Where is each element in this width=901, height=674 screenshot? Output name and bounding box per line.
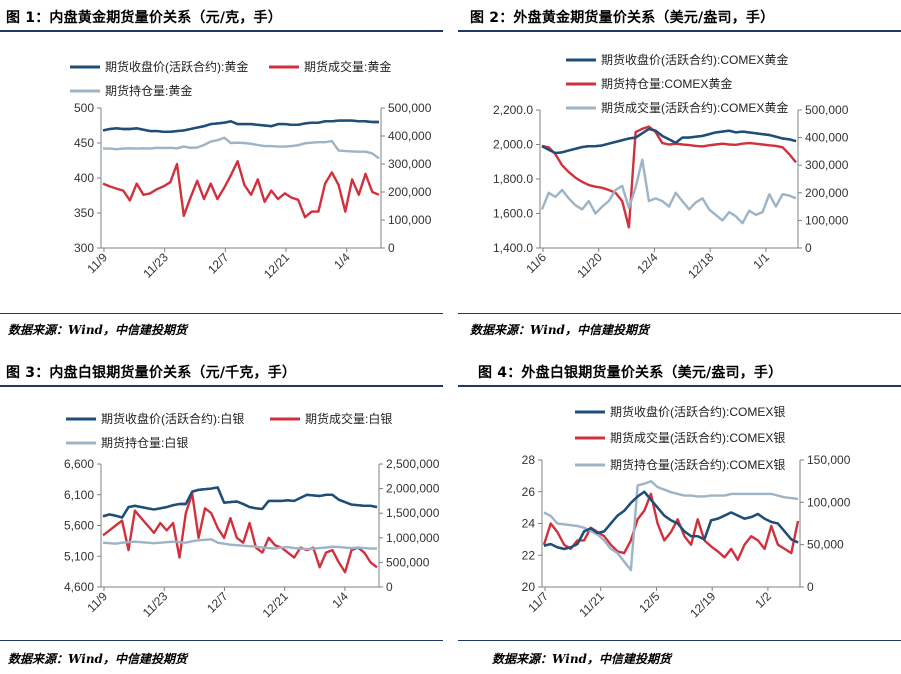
panel-4-source-rule xyxy=(458,640,901,641)
chart-1-x-tick-label: 12/21 xyxy=(261,250,292,281)
chart-2-series-2-line xyxy=(541,125,797,229)
chart-3-right-tick-label: 0 xyxy=(386,580,393,594)
chart-1-right-tick-label: 400,000 xyxy=(388,129,432,143)
chart-1-right-tick-label: 100,000 xyxy=(388,213,432,227)
panel-2-source-rule xyxy=(458,313,901,314)
chart-4-series-2-line xyxy=(542,492,800,562)
panel-4-title-rule xyxy=(458,385,901,387)
panel-1-source-rule xyxy=(0,313,443,314)
chart-2-right-tick-label: 100,000 xyxy=(805,213,849,227)
chart-1-left-tick-label: 500 xyxy=(74,101,94,115)
chart-2-x-tick-label: 11/20 xyxy=(574,250,605,281)
panel-2-title: 图 2：外盘黄金期货量价关系（美元/盎司，手） xyxy=(470,10,775,26)
chart-4-left-tick-label: 26 xyxy=(522,485,536,499)
chart-3-right-tick-label: 1,000,000 xyxy=(386,531,440,545)
chart-2-left-tick-label: 1,800.0 xyxy=(493,172,533,186)
chart-3-x-tick-label: 11/23 xyxy=(140,589,171,620)
chart-4-right-tick-label: 100,000 xyxy=(807,495,851,509)
chart-2-right-tick-label: 0 xyxy=(805,241,812,255)
chart-3-right-tick-label: 2,500,000 xyxy=(386,457,440,471)
chart-2-right-tick-label: 400,000 xyxy=(805,131,849,145)
chart-4-x-tick-label: 12/5 xyxy=(636,589,663,616)
chart-3-x-tick-label: 12/7 xyxy=(204,589,231,616)
chart-3-left-tick-label: 5,600 xyxy=(64,519,94,533)
chart-2-x-tick-label: 12/18 xyxy=(685,250,716,281)
chart-4-legend-label-1: 期货收盘价(活跃合约):COMEX银 xyxy=(610,404,785,419)
chart-4-x-tick-label: 12/19 xyxy=(687,589,718,620)
chart-2-left-tick-label: 1,600.0 xyxy=(493,207,533,221)
chart-4-series-3-line xyxy=(543,480,799,572)
chart-4-x-tick-label: 1/2 xyxy=(752,589,774,611)
chart-3-series-3-line xyxy=(102,538,377,551)
panel-3-source: 数据来源：Wind，中信建投期货 xyxy=(8,652,187,666)
chart-1-left-tick-label: 300 xyxy=(74,241,94,255)
chart-2-price-line-top xyxy=(541,127,797,155)
chart-1-x-tick-label: 1/4 xyxy=(331,250,353,272)
chart-4-left-tick-label: 28 xyxy=(522,453,536,467)
panel-1-title: 图 1：内盘黄金期货量价关系（元/克，手） xyxy=(6,10,282,26)
chart-3-x-tick-label: 1/4 xyxy=(329,589,351,611)
panel-3-source-rule xyxy=(0,640,443,641)
chart-1-series-3-line xyxy=(103,136,380,160)
chart-4-price-line-top xyxy=(543,490,799,551)
chart-1-right-tick-label: 300,000 xyxy=(388,157,432,171)
chart-2-legend-label-2: 期货持仓量:COMEX黄金 xyxy=(601,76,732,91)
chart-3-legend-label-1: 期货收盘价(活跃合约):白银 xyxy=(101,411,244,426)
panel-3-title: 图 3：内盘白银期货量价关系（元/千克，手） xyxy=(6,365,297,381)
chart-3-price-line-top xyxy=(102,486,378,519)
chart-4-left-tick-label: 22 xyxy=(522,548,536,562)
chart-4-right-tick-label: 50,000 xyxy=(807,538,844,552)
chart-1-left-tick-label: 350 xyxy=(74,206,94,220)
chart-2-right-tick-label: 300,000 xyxy=(805,158,849,172)
panel-1-source: 数据来源：Wind，中信建投期货 xyxy=(8,323,187,337)
chart-4-left-tick-label: 24 xyxy=(522,517,536,531)
chart-2-legend-label-1: 期货收盘价(活跃合约):COMEX黄金 xyxy=(601,52,788,67)
chart-1-left-tick-label: 450 xyxy=(74,136,94,150)
chart-3-series-2-line xyxy=(102,492,378,574)
chart-3-left-tick-label: 5,100 xyxy=(64,549,94,563)
chart-4-left-tick-label: 20 xyxy=(522,580,536,594)
chart-3-x-tick-label: 12/21 xyxy=(260,589,291,620)
chart-1-legend-label-3: 期货持仓量:黄金 xyxy=(105,83,192,98)
chart-3-legend-label-3: 期货持仓量:白银 xyxy=(101,435,188,450)
chart-2-right-tick-label: 500,000 xyxy=(805,103,849,117)
chart-1-right-tick-label: 0 xyxy=(388,241,395,255)
chart-4-right-tick-label: 0 xyxy=(807,580,814,594)
chart-2-left-tick-label: 2,200.0 xyxy=(493,103,533,117)
chart-1-legend-label-2: 期货成交量:黄金 xyxy=(304,59,391,74)
chart-1-right-tick-label: 200,000 xyxy=(388,185,432,199)
chart-2-left-tick-label: 2,000.0 xyxy=(493,138,533,152)
chart-2-x-tick-label: 12/4 xyxy=(634,250,661,277)
panel-4-source: 数据来源：Wind，中信建投期货 xyxy=(492,652,671,666)
chart-3-right-tick-label: 500,000 xyxy=(386,555,430,569)
chart-1-left-tick-label: 400 xyxy=(74,171,94,185)
chart-4-legend-label-3: 期货持仓量(活跃合约):COMEX银 xyxy=(610,457,785,472)
panel-4-title: 图 4：外盘白银期货量价关系（美元/盎司，手） xyxy=(478,365,783,381)
chart-3-legend-label-2: 期货成交量:白银 xyxy=(305,411,392,426)
chart-4-legend-label-2: 期货成交量(活跃合约):COMEX银 xyxy=(610,430,785,445)
chart-3-right-tick-label: 2,000,000 xyxy=(386,482,440,496)
chart-3-left-tick-label: 4,600 xyxy=(64,580,94,594)
panel-3-title-rule xyxy=(0,385,443,387)
chart-2-series-3-line xyxy=(540,158,797,225)
chart-1-right-tick-label: 500,000 xyxy=(388,101,432,115)
chart-2-legend-label-3: 期货成交量(活跃合约):COMEX黄金 xyxy=(601,100,788,115)
chart-1-legend-label-1: 期货收盘价(活跃合约):黄金 xyxy=(105,59,248,74)
chart-1-series-2-line xyxy=(102,159,380,219)
chart-3-left-tick-label: 6,600 xyxy=(64,457,94,471)
chart-2-right-tick-label: 200,000 xyxy=(805,186,849,200)
panel-2-source: 数据来源：Wind，中信建投期货 xyxy=(470,323,649,337)
chart-4-x-tick-label: 11/21 xyxy=(576,589,607,620)
chart-4-right-tick-label: 150,000 xyxy=(807,453,851,467)
chart-1-x-tick-label: 11/23 xyxy=(140,250,171,281)
chart-1-price-line-top xyxy=(102,119,379,134)
panel-1-title-rule xyxy=(0,30,443,32)
panel-2-title-rule xyxy=(458,30,901,32)
chart-1-x-tick-label: 12/7 xyxy=(205,250,232,277)
chart-3-right-tick-label: 1,500,000 xyxy=(386,506,440,520)
chart-3-left-tick-label: 6,100 xyxy=(64,488,94,502)
chart-2-x-tick-label: 1/1 xyxy=(750,250,772,272)
chart-2-left-tick-label: 1,400.0 xyxy=(493,241,533,255)
